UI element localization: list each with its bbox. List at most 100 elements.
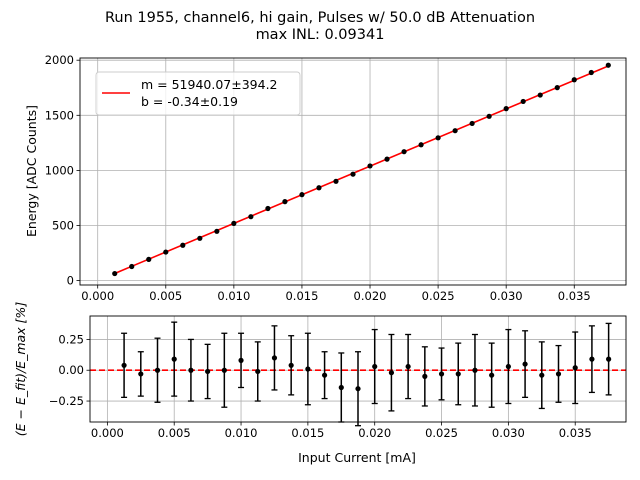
bottom-data-point — [589, 356, 595, 362]
top-data-point — [401, 149, 407, 155]
bottom-data-point — [422, 373, 428, 379]
top-data-point — [418, 142, 424, 148]
top-data-point — [248, 214, 254, 220]
top-data-point — [537, 92, 543, 98]
bottom-y-tick-label: −0.25 — [49, 394, 84, 408]
top-panel: 0.000 0.005 0.010 0.015 0.020 0.025 0.030 0.035… — [24, 53, 627, 303]
bottom-data-point — [388, 370, 395, 376]
top-data-point — [588, 69, 594, 76]
bottom-x-tick-label: 0.015 — [291, 426, 324, 440]
bottom-x-tick-label: 0.035 — [559, 426, 592, 440]
bottom-x-ticks: 0.000 0.005 0.010 0.015 0.020 0.025 0.030 0.035 — [91, 422, 592, 440]
top-data-point — [350, 171, 356, 177]
top-data-point — [367, 163, 373, 169]
top-x-tick-label: 0.015 — [285, 289, 318, 303]
bottom-data-point — [372, 363, 378, 370]
chart-title-line2: max INL: 0.09341 — [256, 27, 385, 43]
top-x-ticks: 0.000 0.005 0.010 0.015 0.020 0.025 0.030 0.035 — [81, 285, 591, 303]
bottom-x-tick-label: 0.025 — [425, 426, 458, 440]
bottom-data-point — [405, 363, 411, 370]
top-y-tick-label: 1000 — [45, 163, 74, 177]
top-points-layer — [112, 62, 611, 277]
top-data-point — [333, 178, 339, 184]
bottom-data-point — [505, 363, 511, 370]
top-data-point — [520, 98, 526, 105]
top-data-point — [231, 220, 237, 226]
top-data-point — [503, 106, 509, 112]
top-fit-line — [114, 65, 609, 275]
bottom-data-point — [555, 371, 562, 377]
top-x-tick-label: 0.010 — [217, 289, 250, 303]
top-data-point — [299, 192, 305, 198]
bottom-data-point — [255, 368, 261, 375]
top-data-point — [384, 156, 390, 162]
bottom-data-point — [321, 372, 328, 378]
bottom-data-point — [221, 367, 227, 373]
top-grid — [80, 58, 626, 285]
top-y-tick-label: 0 — [67, 274, 74, 288]
bottom-data-point — [238, 357, 244, 363]
bottom-data-point — [455, 371, 461, 377]
bottom-x-tick-label: 0.000 — [91, 426, 124, 440]
top-x-tick-label: 0.020 — [354, 289, 387, 303]
bottom-x-tick-label: 0.005 — [158, 426, 191, 440]
bottom-data-point — [288, 362, 294, 368]
legend: m = 51940.07±394.2 b = -0.34±0.19 — [95, 71, 301, 116]
top-data-point — [486, 113, 492, 119]
bottom-data-point — [489, 372, 495, 378]
top-data-point — [197, 235, 203, 241]
top-y-ticks: 0 500 1000 1500 2000 — [45, 53, 80, 288]
top-y-tick-label: 1500 — [45, 108, 74, 122]
top-data-point — [571, 77, 577, 83]
top-axes-frame — [79, 57, 627, 286]
bottom-x-axis-label: Input Current [mA] — [298, 450, 416, 465]
bottom-points-layer — [121, 355, 612, 392]
top-data-point — [146, 256, 152, 262]
bottom-y-tick-label: 0.00 — [58, 363, 84, 377]
bottom-axes-frame — [89, 315, 627, 423]
top-data-point — [435, 135, 441, 141]
bottom-data-point — [138, 371, 144, 377]
top-data-point — [605, 62, 611, 68]
bottom-data-point — [606, 356, 612, 362]
bottom-y-ticks: −0.25 0.00 0.25 — [49, 332, 90, 408]
top-data-point — [112, 270, 118, 277]
top-fit-layer — [114, 65, 609, 275]
top-data-point — [452, 128, 458, 134]
bottom-data-point — [539, 372, 545, 378]
top-x-tick-label: 0.000 — [81, 289, 114, 303]
bottom-panel: 0.000 0.005 0.010 0.015 0.020 0.025 0.030 0.035… — [13, 302, 627, 465]
bottom-data-point — [154, 367, 161, 373]
bottom-x-tick-label: 0.010 — [225, 426, 258, 440]
bottom-data-point — [438, 371, 445, 377]
top-data-point — [469, 120, 475, 127]
bottom-data-point — [338, 384, 344, 391]
bottom-x-tick-label: 0.030 — [492, 426, 525, 440]
top-data-point — [265, 205, 271, 212]
bottom-data-point — [355, 386, 361, 392]
bottom-data-point — [271, 355, 278, 361]
top-data-point — [316, 185, 322, 191]
top-data-point — [180, 242, 186, 248]
top-y-tick-label: 500 — [52, 218, 74, 232]
top-data-point — [554, 85, 560, 91]
top-data-point — [163, 249, 169, 255]
bottom-data-point — [121, 362, 127, 368]
top-x-tick-label: 0.025 — [422, 289, 455, 303]
chart-title-line1: Run 1955, channel6, hi gain, Pulses w/ 5… — [105, 10, 535, 26]
top-y-tick-label: 2000 — [45, 53, 74, 67]
bottom-y-tick-label: 0.25 — [58, 332, 84, 346]
top-data-point — [129, 263, 135, 270]
bottom-data-point — [205, 368, 211, 375]
bottom-data-point — [572, 365, 578, 371]
top-data-point — [214, 228, 220, 234]
bottom-x-tick-label: 0.020 — [358, 426, 391, 440]
top-y-axis-label: Energy [ADC Counts] — [24, 105, 39, 237]
bottom-data-point — [305, 366, 311, 372]
bottom-data-point — [171, 356, 177, 362]
legend-frame — [95, 71, 301, 116]
legend-intercept-label: b = -0.34±0.19 — [141, 94, 238, 109]
bottom-data-point — [472, 367, 478, 373]
top-x-tick-label: 0.005 — [149, 289, 182, 303]
